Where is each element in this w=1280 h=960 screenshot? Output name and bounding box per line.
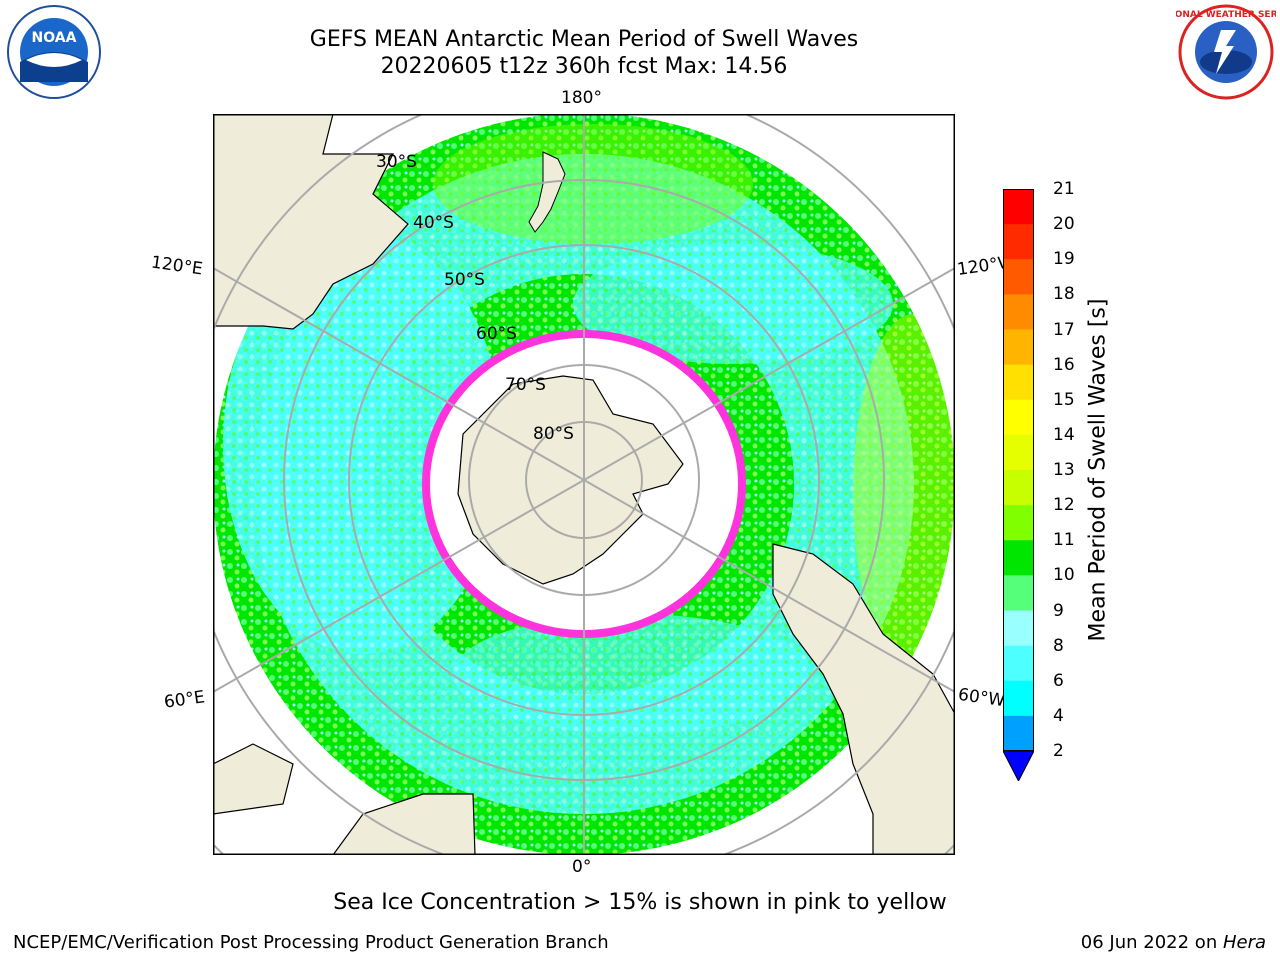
colorbar-extend-triangle <box>1002 750 1035 783</box>
colorbar-tick-label: 10 <box>1053 565 1075 586</box>
land-madagascar <box>213 743 294 815</box>
colorbar-segment <box>1003 575 1034 611</box>
lon-label-120e: 120°E <box>149 252 204 280</box>
lat-label-40s: 40°S <box>413 213 454 233</box>
lat-label-80s: 80°S <box>533 424 574 444</box>
colorbar-frame <box>1003 189 1034 751</box>
colorbar-tick-label: 8 <box>1053 635 1064 656</box>
colorbar-tick-label: 15 <box>1053 389 1075 410</box>
colorbar-tick-label: 18 <box>1053 284 1075 305</box>
colorbar <box>1002 189 1035 783</box>
colorbar-tick-label: 14 <box>1053 424 1075 445</box>
colorbar-segment <box>1003 434 1034 471</box>
colorbar-tick-label: 17 <box>1053 319 1075 340</box>
colorbar-segment <box>1003 329 1034 366</box>
footer-host: Hera <box>1222 932 1266 953</box>
colorbar-tick-label: 12 <box>1053 495 1075 516</box>
lat-label-30s: 30°S <box>376 152 417 172</box>
colorbar-tick-label: 13 <box>1053 460 1075 480</box>
map-title-line-1: GEFS MEAN Antarctic Mean Period of Swell… <box>309 27 859 52</box>
colorbar-segment <box>1003 470 1034 506</box>
footer-date-text: 06 Jun 2022 on <box>1080 932 1223 953</box>
map-frame <box>213 114 955 855</box>
lat-label-50s: 50°S <box>444 270 485 290</box>
noaa-logo-text: NOAA <box>32 30 77 46</box>
colorbar-segment <box>1003 505 1034 541</box>
land-australia <box>213 114 409 330</box>
polar-map-svg <box>213 114 955 855</box>
colorbar-tick-label: 21 <box>1053 179 1075 199</box>
colorbar-tick-label: 4 <box>1053 705 1064 726</box>
colorbar-tick-label: 16 <box>1053 354 1075 375</box>
lat-label-70s: 70°S <box>505 375 546 395</box>
land-south-america <box>772 543 955 855</box>
footer-organization: NCEP/EMC/Verification Post Processing Pr… <box>13 932 609 953</box>
colorbar-segment <box>1003 294 1034 330</box>
colorbar-segment <box>1003 224 1034 260</box>
nws-logo-text: NATIONAL WEATHER SERVICE <box>1176 10 1276 20</box>
polar-map <box>213 114 955 855</box>
colorbar-segment <box>1003 715 1034 752</box>
land-new-zealand <box>528 151 566 233</box>
colorbar-segment <box>1003 364 1034 401</box>
nws-logo-icon: NATIONAL WEATHER SERVICE <box>1151 4 1280 100</box>
footer-date: 06 Jun 2022 on Hera <box>1081 932 1266 953</box>
sea-ice-note: Sea Ice Concentration > 15% is shown in … <box>333 890 947 915</box>
colorbar-segment <box>1003 610 1034 647</box>
longitude-gridlines <box>213 114 955 855</box>
land-antarctica <box>457 375 684 585</box>
map-title-line-2: 20220605 t12z 360h fcst Max: 14.56 <box>380 54 788 79</box>
colorbar-tick-label: 2 <box>1053 741 1064 761</box>
colorbar-tick-label: 20 <box>1053 214 1075 235</box>
colorbar-svg <box>1002 189 1035 783</box>
colorbar-segment <box>1003 645 1034 682</box>
land-africa <box>332 793 476 855</box>
colorbar-segment <box>1003 680 1034 717</box>
lon-label-0: 0° <box>572 857 592 877</box>
colorbar-tick-label: 6 <box>1053 670 1064 691</box>
lon-label-180: 180° <box>561 88 602 108</box>
colorbar-label: Mean Period of Swell Waves [s] <box>1085 298 1111 642</box>
colorbar-tick-label: 19 <box>1053 249 1075 270</box>
colorbar-segment <box>1003 259 1034 295</box>
colorbar-tick-label: 11 <box>1053 530 1075 551</box>
lon-label-60e: 60°E <box>162 687 207 713</box>
colorbar-tick-label: 9 <box>1053 600 1064 621</box>
colorbar-segment <box>1003 540 1034 576</box>
lon-label-60w: 60°W <box>956 684 1007 712</box>
colorbar-segment <box>1003 399 1034 436</box>
noaa-logo-icon: NOAA <box>6 4 102 100</box>
lat-label-60s: 60°S <box>476 324 517 344</box>
colorbar-segment <box>1003 189 1034 225</box>
